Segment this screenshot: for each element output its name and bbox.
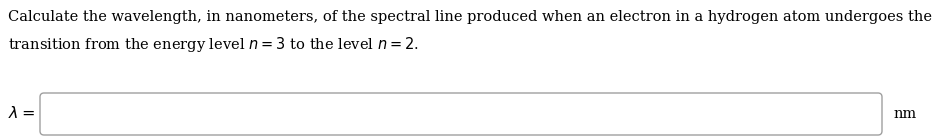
Text: nm: nm	[893, 107, 916, 121]
Text: Calculate the wavelength, in nanometers, of the spectral line produced when an e: Calculate the wavelength, in nanometers,…	[8, 10, 932, 24]
FancyBboxPatch shape	[40, 93, 882, 135]
Text: transition from the energy level $n = 3$ to the level $n = 2$.: transition from the energy level $n = 3$…	[8, 35, 419, 54]
Text: $\lambda =$: $\lambda =$	[8, 105, 35, 123]
